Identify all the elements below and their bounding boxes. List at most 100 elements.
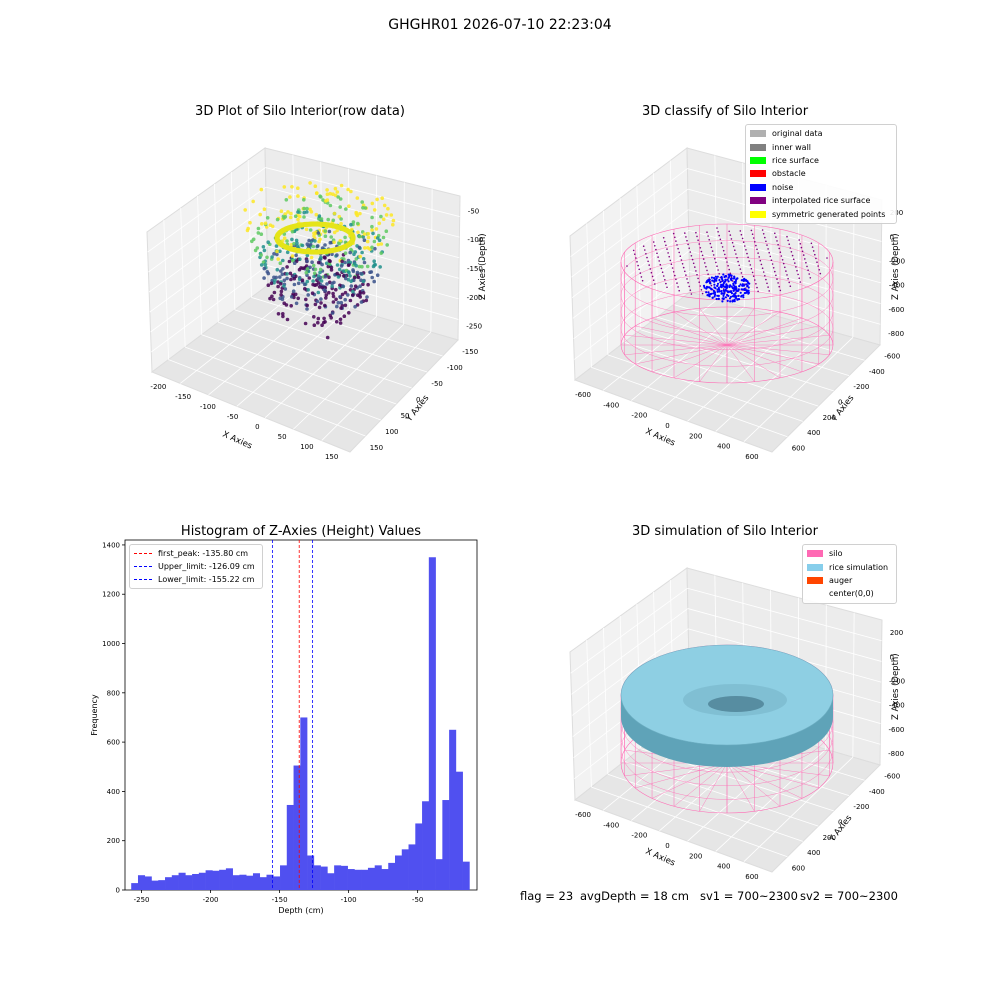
plot1-axes: -200-150-100-50050100150150100500-50-100… [146, 147, 488, 461]
plot2-legend-label: obstacle [772, 169, 806, 179]
histogram-bar [266, 874, 274, 890]
plot1-xtick: -200 [150, 383, 166, 391]
histogram-xlabel: Depth (cm) [278, 906, 323, 915]
plot1-floor-pane [150, 284, 459, 453]
plot2-noise [702, 273, 751, 303]
histogram-legend-item: first_peak: -135.80 cm [134, 547, 258, 560]
plot4-legend-swatch [807, 590, 823, 598]
plot4-legend-swatch [807, 576, 823, 584]
histogram-bar [151, 880, 159, 890]
histogram-bar [239, 874, 247, 890]
plot1-ztick: -50 [468, 207, 479, 215]
plot2-ztick: 0 [890, 233, 894, 241]
histogram-bar [307, 855, 315, 890]
histogram-bar [293, 765, 301, 890]
histogram-bar [144, 876, 152, 890]
histogram-bar [415, 823, 423, 890]
plot4-ztick: 200 [890, 629, 903, 637]
plot1-ztick: -100 [467, 236, 483, 244]
plot2-ytick: 400 [807, 429, 820, 437]
plot2-legend-item: obstacle [750, 167, 892, 180]
histogram-ytick-label: 600 [107, 739, 120, 747]
plot2-zlabel: Z Axies (Depth) [891, 233, 901, 300]
histogram-ylabel: Frequency [90, 694, 99, 736]
plot2-ztick: -600 [889, 306, 905, 314]
plot2-legend-label: original data [772, 129, 823, 139]
histogram-bar [388, 862, 396, 890]
histogram-legend-line [134, 566, 152, 567]
status-avg-depth: avgDepth = 18 cm [580, 889, 689, 903]
histogram-xtick-label: -200 [203, 896, 219, 904]
plot2-legend-item: original data [750, 127, 892, 140]
plot1-title: 3D Plot of Silo Interior(row data) [195, 104, 405, 119]
plot1-xtick: 0 [255, 423, 259, 431]
plot4-legend-swatch [807, 563, 823, 571]
plot2-ytick: 200 [823, 414, 836, 422]
plot2-legend-label: rice surface [772, 155, 819, 165]
histogram-legend-line [134, 553, 152, 554]
histogram-bar [374, 865, 382, 890]
plot4-ytick: 400 [807, 849, 820, 857]
histogram-bar [462, 861, 470, 890]
histogram-legend-item: Lower_limit: -155.22 cm [134, 573, 258, 586]
plot2-xtick: -600 [575, 391, 591, 399]
plot1-ytick: -100 [447, 364, 463, 372]
histogram-bar [428, 557, 436, 890]
plot1-ytick: 50 [401, 412, 410, 420]
plot1-zlabel: Z Axies (Depth) [478, 233, 488, 300]
plot4-ytick: -400 [869, 788, 885, 796]
histogram-ytick-label: 1400 [102, 541, 120, 549]
histogram-bar [449, 729, 457, 890]
plot2-ytick: -200 [853, 383, 869, 391]
plot4-ytick: 600 [792, 864, 805, 872]
plot2-legend-swatch [750, 170, 766, 178]
plot4-legend-item: silo [807, 547, 892, 560]
plot1-points [243, 181, 396, 340]
histogram-xtick-label: -150 [272, 896, 288, 904]
histogram-ytick-label: 0 [116, 887, 120, 895]
plot2-legend-swatch [750, 197, 766, 205]
plot2-legend-item: inner wall [750, 140, 892, 153]
plot4-legend: silo rice simulation auger center(0,0) [802, 544, 897, 604]
histogram-xtick-label: -50 [412, 896, 423, 904]
plot4-legend-label: center(0,0) [829, 589, 874, 599]
histogram-bar [280, 865, 288, 890]
plot1-ztick: -200 [467, 294, 483, 302]
histogram-bar [158, 880, 166, 890]
plot4-legend-item: auger [807, 574, 892, 587]
plot1-xtick: 100 [300, 443, 313, 451]
plot4-legend-item: center(0,0) [807, 587, 892, 600]
histogram-bar [442, 800, 450, 890]
histogram-bar [198, 872, 206, 890]
histogram-bar [171, 875, 179, 890]
histogram-bar [165, 877, 173, 890]
plot2-3d-classify: -600-400-20002004006006004002000-200-400… [569, 147, 905, 461]
plot2-legend-item: interpolated rice surface [750, 194, 892, 207]
plot4-xtick: -400 [603, 821, 619, 829]
histogram-bar [455, 771, 463, 890]
plot4-zlabel: Z Axies (Depth) [891, 653, 901, 720]
plot2-legend-swatch [750, 130, 766, 138]
plot4-ztick: -800 [888, 750, 904, 758]
plot2-xlabel: X Axies [644, 427, 677, 449]
plot4-ztick: -400 [889, 702, 905, 710]
status-sv2: sv2 = 700~2300 [800, 889, 898, 903]
plot2-legend-label: inner wall [772, 142, 812, 152]
plot1-xtick: 150 [325, 453, 338, 461]
plot4-ytick: -200 [853, 803, 869, 811]
histogram-bar [286, 804, 294, 890]
plot2-xtick: -400 [603, 401, 619, 409]
plot4-ztick: 0 [890, 653, 894, 661]
histogram-bar [252, 873, 261, 890]
histogram-bar [219, 869, 227, 890]
histogram-bar [300, 717, 308, 890]
plot1-xtick: 50 [278, 433, 287, 441]
plot2-xtick: 0 [665, 422, 669, 430]
histogram-bar [137, 875, 146, 890]
histogram-bar [131, 883, 139, 890]
plot2-legend-swatch [750, 143, 766, 151]
plot2-legend: original data inner wall rice surface obsta… [745, 124, 897, 224]
plot4-legend-label: rice simulation [829, 562, 889, 572]
plot1-xlabel: X Axies [221, 430, 254, 452]
plot2-ytick: -400 [869, 368, 885, 376]
